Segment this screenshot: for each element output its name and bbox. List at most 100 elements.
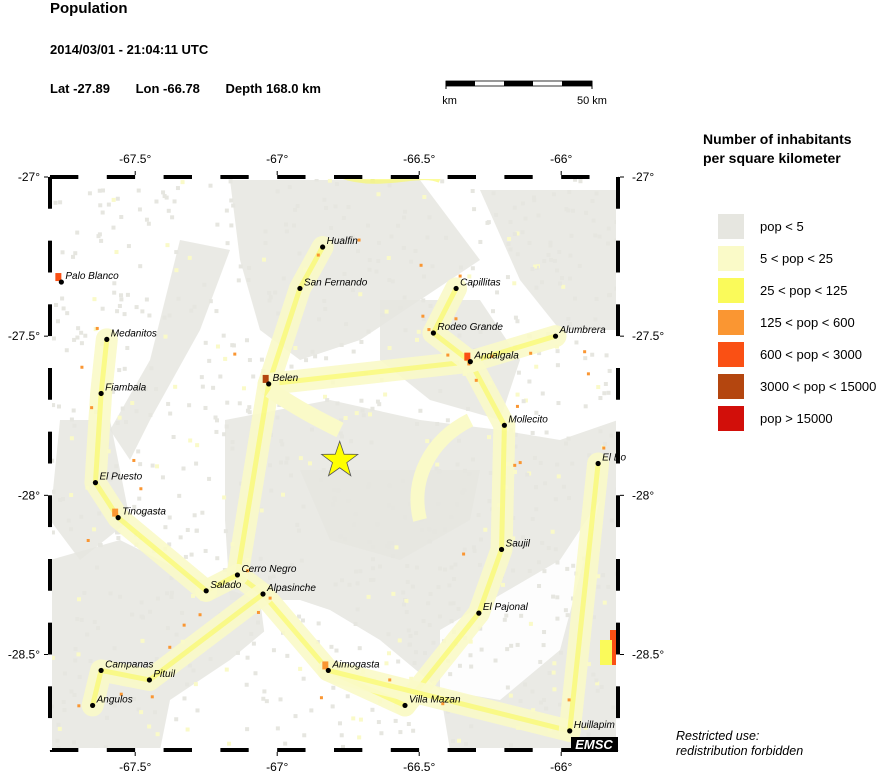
event-datetime: 2014/03/01 - 21:04:11 UTC [50, 42, 209, 57]
emsc-logo: EMSC [571, 737, 618, 752]
city-dot [476, 610, 482, 616]
city-marker: Huillapim [567, 720, 615, 734]
city-label: Mollecito [508, 414, 548, 425]
frame-segment [504, 748, 533, 752]
city-label: Medanitos [111, 328, 157, 339]
city-label: Palo Blanco [65, 271, 119, 282]
low-density-area [50, 420, 130, 560]
city-dot [104, 336, 110, 342]
city-label: Rodeo Grande [437, 322, 503, 333]
city-label: Belen [273, 373, 299, 384]
frame-segment [476, 175, 505, 179]
density-hotspot [262, 374, 269, 383]
city-layer: Hualfin San Fernando Capillitas Palo Blanco… [58, 236, 626, 734]
frame-segment [48, 240, 52, 273]
frame-segment [48, 590, 52, 623]
frame-segment [48, 177, 52, 209]
lat-tick-label: -27.5° [8, 329, 40, 343]
city-label: Alpasinche [266, 583, 316, 594]
frame-segment [48, 527, 52, 559]
frame-segment [334, 748, 363, 752]
road [325, 667, 573, 734]
city-marker: Villa Mazan [402, 694, 461, 709]
city-marker: Belen [266, 373, 299, 387]
frame-segment [305, 175, 334, 179]
frame-segment [163, 175, 192, 179]
city-dot [402, 702, 408, 709]
frame-segment [248, 175, 278, 179]
frame-segment [616, 336, 620, 368]
city-marker: Capillitas [453, 277, 501, 292]
legend-title: Number of inhabitants per square kilomet… [690, 130, 882, 168]
road [402, 359, 507, 708]
legend-label: pop > 15000 [760, 410, 833, 426]
city-dot [92, 480, 99, 486]
city-dot [115, 515, 121, 521]
frame-segment [48, 463, 52, 496]
city-dot [567, 728, 573, 734]
frame-segment [616, 208, 620, 241]
city-dot [430, 330, 436, 336]
road [266, 244, 326, 387]
frame-segment [277, 748, 306, 752]
star-icon [320, 440, 359, 477]
city-dot [266, 381, 272, 387]
populated-valley [394, 350, 516, 717]
low-density-area [480, 190, 618, 330]
legend-swatch [718, 309, 744, 335]
lat-tick-label: -28.5° [8, 648, 40, 662]
legend-swatch [718, 245, 744, 271]
frame-segment [616, 177, 620, 209]
frame-segment [305, 748, 334, 752]
lat-tick-label: -28.5° [632, 648, 664, 662]
frame-segment [616, 622, 620, 655]
frame-segment [561, 175, 590, 179]
scale-start-label: 0 km [440, 95, 457, 107]
frame-segment [48, 368, 52, 400]
city-dot [501, 422, 507, 428]
frame-segment [532, 175, 562, 179]
city-label: El Puesto [99, 472, 142, 483]
city-dot [98, 390, 104, 397]
lon-tick-label: -67° [266, 152, 288, 166]
axis-labels: -67.5° -67.5° -67° -67° -66.5° -66.5° -66° -66°… [8, 152, 665, 774]
city-label: Huillapim [574, 720, 615, 731]
city-marker: El Pajonal [476, 602, 529, 616]
city-dot [453, 285, 459, 292]
road [90, 591, 266, 708]
city-label: Hualfin [327, 236, 359, 247]
low-density-area [380, 300, 520, 420]
scale-end-label: 50 km [577, 95, 607, 107]
frame-segment [277, 175, 306, 179]
legend-item: 25 < pop < 125 [718, 274, 882, 306]
road [266, 359, 473, 387]
city-marker: El Bo [595, 453, 626, 467]
frame-segment [616, 654, 620, 687]
frame-segment [419, 175, 448, 179]
city-dot [552, 333, 559, 339]
lat-tick-label: -27.5° [632, 329, 664, 343]
legend-swatch [718, 213, 744, 239]
density-hotspot [322, 661, 329, 670]
road [92, 336, 209, 594]
frame-segment [589, 748, 618, 752]
city-label: Andalgala [473, 351, 519, 362]
legend-item: pop > 15000 [718, 402, 882, 434]
city-dot [98, 667, 104, 674]
frame-segment [48, 336, 52, 368]
frame-segment [248, 748, 278, 752]
city-marker: Fiambala [98, 382, 147, 397]
legend-label: 600 < pop < 3000 [760, 346, 862, 362]
road [567, 461, 601, 734]
frame-segment [78, 748, 107, 752]
frame-segment [192, 748, 221, 752]
frame-segment [48, 559, 52, 591]
city-marker: Palo Blanco [58, 271, 119, 285]
low-density-area [230, 180, 480, 360]
frame-segment [48, 622, 52, 655]
lon-tick-label: -66° [550, 760, 572, 774]
scale-bar: 0 km 50 km [440, 80, 607, 107]
frame-segment [106, 175, 136, 179]
city-marker: El Puesto [92, 472, 143, 486]
populated-valley [558, 452, 610, 742]
